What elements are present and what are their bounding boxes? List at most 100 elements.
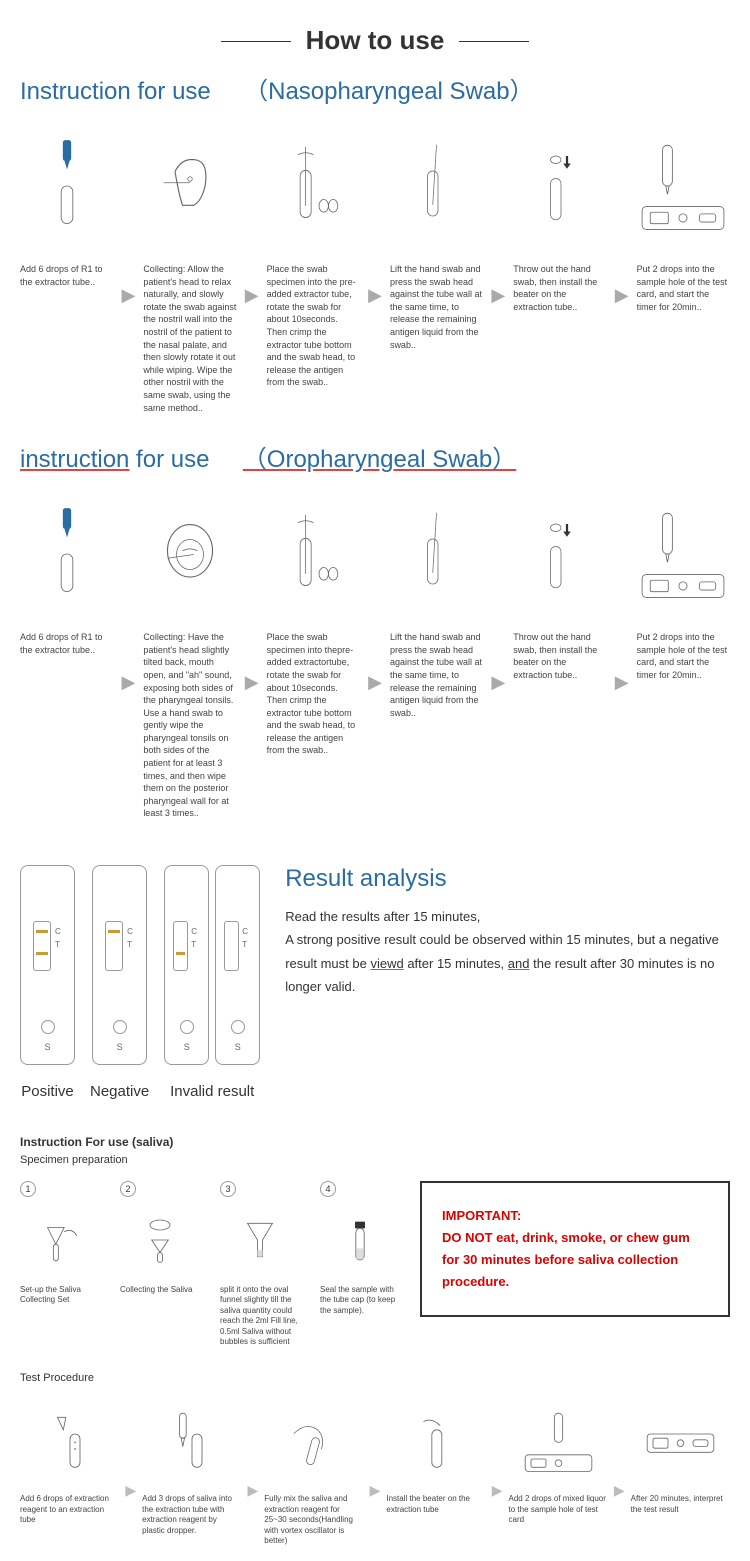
- step-text: Lift the hand swab and press the swab he…: [390, 631, 483, 719]
- nose-swab-icon: [143, 121, 236, 251]
- card-icon: CT S: [164, 865, 209, 1065]
- step-6: Put 2 drops into the sample hole of the …: [637, 489, 730, 681]
- header: How to use: [0, 0, 750, 71]
- result-title: Result analysis: [285, 865, 730, 893]
- arrow-icon: ▶: [491, 672, 505, 693]
- press-swab-icon: [390, 489, 483, 619]
- saliva-title: Instruction For use (saliva): [20, 1135, 730, 1149]
- section-results: CT S Positive CT S Negative CT S: [0, 845, 750, 1120]
- section-oropharyngeal: instruction for use （Oropharyngeal Swab）…: [0, 439, 750, 845]
- proc-title: Test Procedure: [20, 1372, 730, 1384]
- arrow-icon: ▶: [245, 285, 259, 306]
- drops-card-icon: [509, 1399, 608, 1484]
- saliva-set-icon: [20, 1205, 100, 1275]
- arrow-icon: ▶: [121, 285, 135, 306]
- dropper-tube-icon: [20, 489, 113, 619]
- collecting-saliva-icon: [120, 1205, 200, 1275]
- funnel-icon: [220, 1205, 300, 1275]
- step-3: Place the swab specimen into the pre-add…: [267, 121, 360, 389]
- arrow-icon: ▶: [615, 672, 629, 693]
- step-text: Add 6 drops of R1 to the extractor tube.…: [20, 631, 113, 656]
- result-card-icon: [631, 1399, 730, 1484]
- arrow-icon: ▶: [368, 672, 382, 693]
- arrow-icon: ▶: [615, 285, 629, 306]
- steps-row: Add 6 drops of R1 to the extractor tube.…: [20, 121, 730, 414]
- result-text: Result analysis Read the results after 1…: [285, 865, 730, 999]
- arrow-icon: ▶: [125, 1482, 136, 1499]
- proc-row: Add 6 drops of extraction reagent to an …: [20, 1399, 730, 1546]
- add-reagent-icon: [20, 1399, 119, 1484]
- step-text: Place the swab specimen into the pre-add…: [267, 263, 360, 389]
- step-text: Throw out the hand swab, then install th…: [513, 631, 606, 681]
- result-label: Positive: [21, 1083, 74, 1100]
- proc-step-1: Add 6 drops of extraction reagent to an …: [20, 1399, 119, 1525]
- result-negative: CT S Negative: [90, 865, 149, 1100]
- prep-step-3: 3 split it onto the oval funnel slightly…: [220, 1181, 300, 1347]
- step-5: Throw out the hand swab, then install th…: [513, 121, 606, 313]
- step-text: Put 2 drops into the sample hole of the …: [637, 263, 730, 313]
- arrow-icon: ▶: [491, 285, 505, 306]
- dropper-tube-icon: [20, 121, 113, 251]
- step-6: Put 2 drops into the sample hole of the …: [637, 121, 730, 313]
- test-card-icon: [637, 121, 730, 251]
- proc-step-2: Add 3 drops of saliva into the extractio…: [142, 1399, 241, 1536]
- prep-step-1: 1 Set-up the Saliva Collecting Set: [20, 1181, 100, 1347]
- step-text: Lift the hand swab and press the swab he…: [390, 263, 483, 351]
- section-title: instruction for use （Oropharyngeal Swab）: [20, 439, 730, 474]
- swab-tube-icon: [267, 489, 360, 619]
- step-4: Lift the hand swab and press the swab he…: [390, 121, 483, 351]
- test-card-icon: [637, 489, 730, 619]
- saliva-prep-row: 1 Set-up the Saliva Collecting Set 2 Col…: [20, 1181, 730, 1347]
- swab-tube-icon: [267, 121, 360, 251]
- arrow-icon: ▶: [247, 1482, 258, 1499]
- install-cap-icon: [513, 121, 606, 251]
- card-icon: CT S: [20, 865, 75, 1065]
- mouth-swab-icon: [143, 489, 236, 619]
- proc-step-5: Add 2 drops of mixed liquor to the sampl…: [509, 1399, 608, 1525]
- card-icon: CT S: [92, 865, 147, 1065]
- important-text: IMPORTANT:DO NOT eat, drink, smoke, or c…: [442, 1205, 708, 1293]
- sealed-tube-icon: [320, 1205, 400, 1275]
- section-title: Instruction for use （Nasopharyngeal Swab…: [20, 71, 730, 106]
- step-text: Collecting: Have the patient's head slig…: [143, 631, 236, 820]
- install-beater-icon: [386, 1399, 485, 1484]
- proc-step-4: Install the beater on the extraction tub…: [386, 1399, 485, 1515]
- result-cards: CT S Positive CT S Negative CT S: [20, 865, 260, 1100]
- step-3: Place the swab specimen into thepre-adde…: [267, 489, 360, 757]
- install-cap-icon: [513, 489, 606, 619]
- important-box: IMPORTANT:DO NOT eat, drink, smoke, or c…: [420, 1181, 730, 1317]
- step-text: Collecting: Allow the patient's head to …: [143, 263, 236, 414]
- card-icon: CT S: [215, 865, 260, 1065]
- proc-step-3: Fully mix the saliva and extraction reag…: [264, 1399, 363, 1546]
- step-text: Put 2 drops into the sample hole of the …: [637, 631, 730, 681]
- press-swab-icon: [390, 121, 483, 251]
- add-saliva-icon: [142, 1399, 241, 1484]
- mix-icon: [264, 1399, 363, 1484]
- steps-row: Add 6 drops of R1 to the extractor tube.…: [20, 489, 730, 820]
- arrow-icon: ▶: [368, 285, 382, 306]
- arrow-icon: ▶: [492, 1482, 503, 1499]
- result-invalid: CT S CT S Invalid result: [164, 865, 260, 1100]
- arrow-icon: ▶: [614, 1482, 625, 1499]
- step-2: Collecting: Allow the patient's head to …: [143, 121, 236, 414]
- arrow-icon: ▶: [245, 672, 259, 693]
- step-text: Place the swab specimen into thepre-adde…: [267, 631, 360, 757]
- prep-step-4: 4 Seal the sample with the tube cap (to …: [320, 1181, 400, 1347]
- result-label: Invalid result: [170, 1083, 254, 1100]
- prep-step-2: 2 Collecting the Saliva: [120, 1181, 200, 1347]
- step-1: Add 6 drops of R1 to the extractor tube.…: [20, 121, 113, 288]
- step-text: Add 6 drops of R1 to the extractor tube.…: [20, 263, 113, 288]
- result-label: Negative: [90, 1083, 149, 1100]
- saliva-sub: Specimen preparation: [20, 1154, 730, 1166]
- proc-step-6: After 20 minutes, interpret the test res…: [631, 1399, 730, 1515]
- section-nasopharyngeal: Instruction for use （Nasopharyngeal Swab…: [0, 71, 750, 439]
- section-saliva: Instruction For use (saliva) Specimen pr…: [0, 1120, 750, 1561]
- result-positive: CT S Positive: [20, 865, 75, 1100]
- page-title: How to use: [291, 25, 460, 56]
- arrow-icon: ▶: [121, 672, 135, 693]
- step-1: Add 6 drops of R1 to the extractor tube.…: [20, 489, 113, 656]
- arrow-icon: ▶: [370, 1482, 381, 1499]
- step-4: Lift the hand swab and press the swab he…: [390, 489, 483, 719]
- step-2: Collecting: Have the patient's head slig…: [143, 489, 236, 820]
- step-text: Throw out the hand swab, then install th…: [513, 263, 606, 313]
